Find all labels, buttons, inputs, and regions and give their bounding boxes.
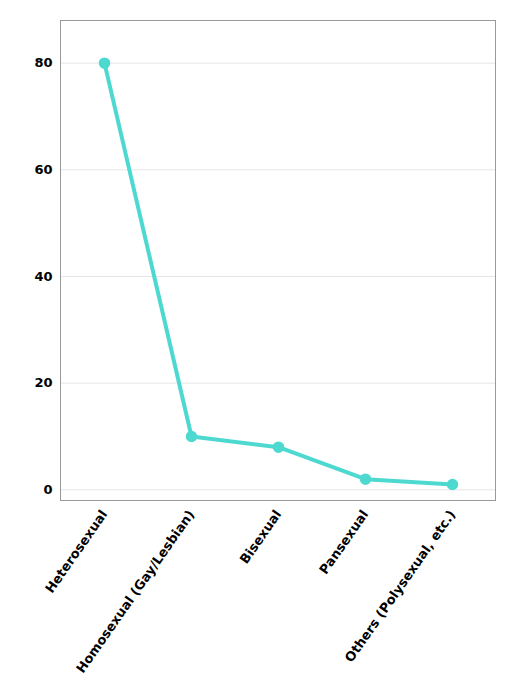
svg-text:60: 60: [34, 162, 52, 177]
svg-text:Others (Polysexual, etc.): Others (Polysexual, etc.): [342, 507, 459, 665]
svg-text:80: 80: [34, 55, 52, 70]
svg-text:Homosexual (Gay/Lesbian): Homosexual (Gay/Lesbian): [73, 507, 197, 675]
svg-text:Heterosexual: Heterosexual: [42, 507, 110, 595]
svg-text:Bisexual: Bisexual: [237, 507, 285, 566]
svg-text:Pansexual: Pansexual: [316, 507, 371, 577]
svg-text:40: 40: [34, 269, 52, 284]
svg-text:0: 0: [43, 482, 52, 497]
svg-text:20: 20: [34, 375, 52, 390]
